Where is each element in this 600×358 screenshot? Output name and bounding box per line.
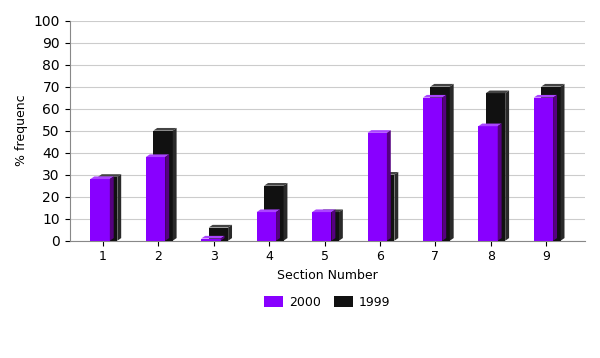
Polygon shape bbox=[110, 176, 114, 241]
Polygon shape bbox=[284, 183, 287, 241]
Polygon shape bbox=[154, 128, 176, 131]
Polygon shape bbox=[478, 124, 502, 126]
Polygon shape bbox=[209, 225, 232, 227]
Polygon shape bbox=[264, 183, 287, 186]
Bar bbox=[312, 212, 331, 241]
Polygon shape bbox=[91, 176, 114, 179]
Polygon shape bbox=[450, 84, 454, 241]
Y-axis label: % frequenc: % frequenc bbox=[15, 95, 28, 166]
Polygon shape bbox=[339, 209, 343, 241]
Polygon shape bbox=[221, 236, 224, 241]
Polygon shape bbox=[368, 130, 391, 133]
Legend: 2000, 1999: 2000, 1999 bbox=[259, 291, 395, 314]
Polygon shape bbox=[165, 154, 169, 241]
Polygon shape bbox=[505, 91, 509, 241]
Polygon shape bbox=[387, 130, 391, 241]
Polygon shape bbox=[560, 84, 565, 241]
Polygon shape bbox=[394, 172, 398, 241]
Polygon shape bbox=[498, 124, 502, 241]
Bar bbox=[423, 98, 442, 241]
Bar bbox=[430, 87, 450, 241]
Polygon shape bbox=[423, 95, 446, 98]
Bar bbox=[98, 177, 118, 241]
Bar bbox=[154, 131, 173, 241]
Polygon shape bbox=[257, 209, 280, 212]
Bar bbox=[320, 212, 339, 241]
Polygon shape bbox=[375, 172, 398, 175]
Polygon shape bbox=[228, 225, 232, 241]
Polygon shape bbox=[312, 209, 335, 212]
Polygon shape bbox=[442, 95, 446, 241]
Polygon shape bbox=[173, 128, 176, 241]
Bar bbox=[375, 175, 394, 241]
Polygon shape bbox=[541, 84, 565, 87]
Polygon shape bbox=[276, 209, 280, 241]
Polygon shape bbox=[331, 209, 335, 241]
Polygon shape bbox=[553, 95, 557, 241]
Polygon shape bbox=[486, 91, 509, 93]
Polygon shape bbox=[146, 154, 169, 157]
Polygon shape bbox=[118, 174, 121, 241]
Bar bbox=[534, 98, 553, 241]
Polygon shape bbox=[201, 236, 224, 238]
Bar bbox=[257, 212, 276, 241]
Polygon shape bbox=[534, 95, 557, 98]
Bar bbox=[264, 186, 284, 241]
X-axis label: Section Number: Section Number bbox=[277, 269, 378, 282]
Polygon shape bbox=[98, 174, 121, 177]
Bar bbox=[201, 238, 221, 241]
Bar bbox=[478, 126, 498, 241]
Bar bbox=[209, 227, 228, 241]
Polygon shape bbox=[320, 209, 343, 212]
Bar bbox=[541, 87, 560, 241]
Polygon shape bbox=[430, 84, 454, 87]
Bar bbox=[368, 133, 387, 241]
Bar bbox=[486, 93, 505, 241]
Bar bbox=[146, 157, 165, 241]
Bar bbox=[91, 179, 110, 241]
